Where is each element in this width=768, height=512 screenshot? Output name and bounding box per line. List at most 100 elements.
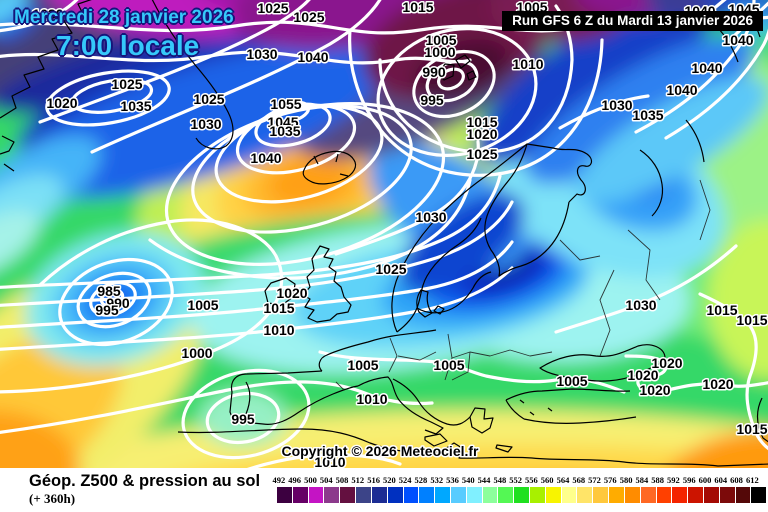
pressure-label: 1040 (722, 32, 753, 48)
date-line: Mercredi 28 janvier 2026 (14, 7, 234, 28)
legend-value: 516 (367, 475, 380, 485)
pressure-label: 1055 (270, 96, 301, 112)
pressure-label: 1015 (706, 302, 737, 318)
legend-color-cell (577, 487, 593, 503)
pressure-label: 1040 (691, 60, 722, 76)
legend-color-cell (403, 487, 419, 503)
legend-color-cell (450, 487, 466, 503)
legend-color-cell (561, 487, 577, 503)
legend-color-cell (292, 487, 308, 503)
pressure-label: 1015 (263, 300, 294, 316)
legend-value: 540 (461, 475, 475, 485)
pressure-label: 1010 (356, 391, 387, 407)
legend-value: 524 (398, 475, 412, 485)
time-line: 7:00 locale (56, 30, 200, 61)
copyright-pressure-label: 1010 (314, 454, 345, 468)
pressure-label: 990 (422, 64, 446, 80)
legend-scale-values: 492 496 500 504 508 512 516 520 524 528 532 536 540 5… (271, 475, 760, 485)
pressure-label: 1035 (269, 123, 300, 139)
pressure-label: 1025 (293, 9, 324, 25)
legend-color-cell (277, 487, 292, 503)
run-info-box: Run GFS 6 Z du Mardi 13 janvier 2026 (502, 11, 763, 31)
legend-color-cell (324, 487, 340, 503)
pressure-label: 1015 (466, 114, 497, 130)
pressure-label: 1005 (187, 297, 218, 313)
legend-color-cell (624, 487, 640, 503)
pressure-label: 1040 (250, 150, 281, 166)
date-block: Mercredi 28 janvier 2026 7:00 locale (14, 7, 234, 62)
legend-value: 580 (619, 475, 633, 485)
legend-color-cell (498, 487, 514, 503)
legend-color-cell (530, 487, 545, 503)
pressure-label: 990 (106, 295, 130, 311)
legend-color-cell (340, 487, 356, 503)
pressure-label: 1000 (181, 345, 212, 361)
pressure-label: 1005 (425, 32, 456, 48)
legend-color-cell (672, 487, 688, 503)
legend-color-cell (371, 487, 387, 503)
legend-color-cell (735, 487, 751, 503)
legend-value: 568 (572, 475, 586, 485)
legend-value: 536 (446, 475, 459, 485)
legend-value: 492 (272, 475, 286, 485)
pressure-label: 985 (97, 283, 121, 299)
legend-value: 596 (682, 475, 696, 485)
legend-value: 500 (304, 475, 317, 485)
pressure-label: 995 (231, 411, 255, 427)
pressure-label: 1040 (297, 49, 328, 65)
legend-value: 520 (382, 475, 396, 485)
legend-value: 504 (319, 475, 333, 485)
pressure-label: 1005 (556, 373, 587, 389)
pressure-label: 1030 (601, 97, 632, 113)
country-borders (335, 179, 711, 391)
pressure-label: 1015 (402, 0, 433, 15)
legend-value: 532 (430, 475, 444, 485)
legend-value: 512 (351, 475, 365, 485)
pressure-label: 995 (95, 302, 119, 318)
legend-color-cell (609, 487, 624, 503)
pressure-label: 1020 (702, 376, 733, 392)
pressure-label: 1045 (267, 114, 298, 130)
footer: Géop. Z500 & pression au sol (+ 360h) 49… (0, 468, 768, 512)
legend-color-cell (640, 487, 656, 503)
pressure-label: 1010 (512, 56, 543, 72)
legend-value: 604 (714, 475, 728, 485)
legend-color-cell (703, 487, 719, 503)
legend-value: 560 (540, 475, 554, 485)
legend-value: 564 (556, 475, 570, 485)
forecast-hour: (+ 360h) (29, 491, 76, 506)
legend-value: 584 (635, 475, 649, 485)
legend-value: 528 (414, 475, 428, 485)
pressure-label: 1020 (639, 382, 670, 398)
legend-color-cell (308, 487, 324, 503)
pressure-label: 1040 (666, 82, 697, 98)
legend-value: 544 (477, 475, 491, 485)
pressure-label: 1020 (627, 367, 658, 383)
legend-color-cell (656, 487, 672, 503)
legend-value: 552 (509, 475, 522, 485)
legend-color-cell (419, 487, 435, 503)
legend-color-cell (719, 487, 735, 503)
legend-color-cell (466, 487, 482, 503)
pressure-label: 1025 (111, 76, 142, 92)
pressure-label: 1010 (263, 322, 294, 338)
map-title: Géop. Z500 & pression au sol (29, 472, 261, 490)
legend-value: 508 (335, 475, 349, 485)
pressure-label: 1020 (46, 95, 77, 111)
pressure-label: 1025 (257, 0, 288, 16)
legend-color-cell (593, 487, 609, 503)
legend-color-cell (514, 487, 529, 503)
legend-value: 496 (288, 475, 302, 485)
legend-value: 600 (698, 475, 712, 485)
pressure-label: 1020 (276, 285, 307, 301)
pressure-label: 1025 (193, 91, 224, 107)
pressure-label: 1030 (32, 6, 63, 22)
pressure-label: 1000 (424, 44, 455, 60)
pressure-label: 1025 (375, 261, 406, 277)
legend-value: 612 (745, 475, 759, 485)
legend-color-cell (545, 487, 561, 503)
legend-color-cell (688, 487, 703, 503)
legend-color-cell (482, 487, 498, 503)
pressure-label: 1005 (347, 357, 378, 373)
